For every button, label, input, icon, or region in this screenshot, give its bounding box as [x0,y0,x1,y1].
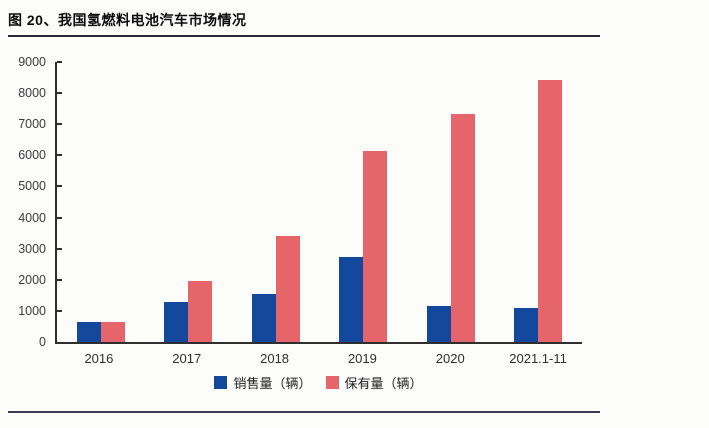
ownership-bar [363,151,388,342]
plot-area [55,61,582,344]
legend-item: 销售量（辆） [214,373,312,392]
sales-bar [76,322,101,342]
x-axis-label: 2019 [347,351,377,366]
y-axis-label: 9000 [18,55,46,69]
figure-title: 图 20、我国氢燃料电池汽车市场情况 [8,12,247,28]
ownership-bar [450,114,475,342]
ownership-bar [538,80,563,342]
y-tick-mark [57,154,62,157]
sales-bar [251,294,276,342]
bar-group [145,281,233,342]
y-tick-mark [57,185,62,188]
legend-label: 销售量（辆） [233,376,312,391]
y-tick-mark [57,309,62,312]
y-axis-label: 8000 [18,86,46,101]
y-tick-mark [57,92,62,95]
title-divider [8,35,600,37]
y-axis-label: 0 [39,335,46,349]
y-tick-mark [57,278,62,281]
x-axis-label: 2021.1-11 [509,351,567,366]
ownership-bar [188,281,213,342]
sales-bar [339,257,364,342]
bar-groups [57,62,582,342]
legend-swatch [325,376,339,389]
y-tick-mark [57,61,62,63]
sales-bar [164,302,189,342]
y-axis-label: 3000 [18,241,46,256]
y-axis-label: 5000 [18,179,46,194]
y-axis-label: 1000 [18,303,46,318]
y-axis-labels: 0 1000 2000 3000 4000 5000 6000 7000 8000 9000 [0,55,46,349]
y-tick-mark [57,216,62,219]
y-tick-mark [57,123,62,126]
x-axis-label: 2017 [172,351,202,366]
y-axis-label: 7000 [18,117,46,132]
chart-legend: 销售量（辆） 保有量（辆） [55,373,582,392]
ownership-bar [100,322,125,342]
x-axis-label: 2018 [260,351,290,366]
legend-item: 保有量（辆） [325,373,423,392]
x-axis-label: 2016 [84,351,114,366]
bar-group [232,236,320,342]
y-axis-label: 6000 [18,148,46,163]
bar-group [57,322,145,342]
sales-bar [426,306,451,342]
sales-bar [514,308,539,342]
legend-swatch [214,376,228,389]
x-axis-labels: 2016 2017 2018 2019 2020 2021.1-11 [55,351,582,366]
legend-label: 保有量（辆） [344,376,423,391]
y-axis-label: 4000 [18,210,46,225]
x-axis-label: 2020 [435,351,465,366]
bar-group [495,80,583,342]
bar-group [320,151,408,342]
bottom-divider [8,411,600,413]
ownership-bar [275,236,300,342]
y-tick-mark [57,247,62,250]
y-axis-label: 2000 [18,272,46,287]
bar-group [407,114,495,342]
